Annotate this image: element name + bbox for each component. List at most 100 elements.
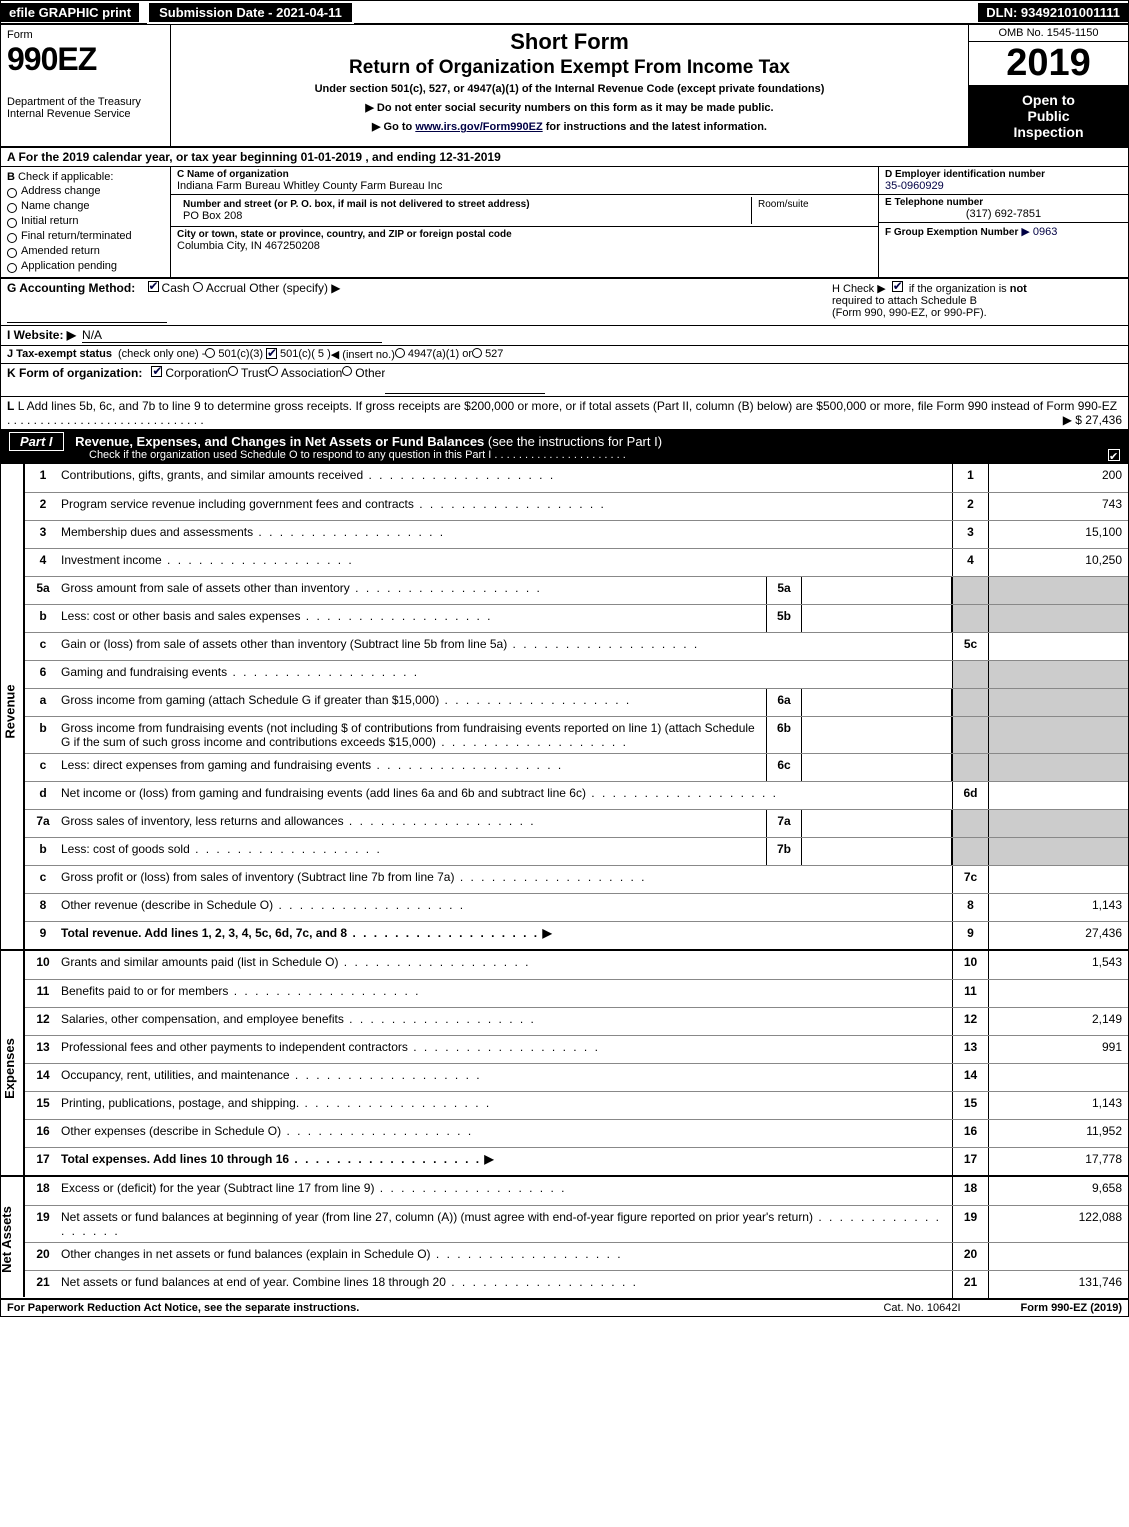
k-corp-checkbox[interactable] bbox=[151, 366, 162, 377]
right-line-value bbox=[988, 1243, 1128, 1270]
checkbox-circle[interactable] bbox=[7, 248, 17, 258]
line-number: 5a bbox=[25, 577, 61, 604]
line-number: b bbox=[25, 717, 61, 753]
form-header: Form 990EZ Department of the Treasury In… bbox=[1, 25, 1128, 148]
k-trust-radio[interactable] bbox=[228, 366, 238, 376]
j-501c3-radio[interactable] bbox=[205, 348, 215, 358]
right-shade bbox=[952, 717, 988, 753]
open1: Open to bbox=[973, 92, 1124, 108]
right-shade-val bbox=[988, 838, 1128, 865]
irs-link[interactable]: www.irs.gov/Form990EZ bbox=[415, 121, 542, 133]
paperwork-notice: For Paperwork Reduction Act Notice, see … bbox=[7, 1302, 359, 1314]
right-line-number: 18 bbox=[952, 1177, 988, 1205]
line-desc: Investment income bbox=[61, 549, 952, 576]
line-number: c bbox=[25, 754, 61, 781]
right-line-value bbox=[988, 866, 1128, 893]
accrual-label: Accrual bbox=[206, 281, 246, 295]
line-number: 9 bbox=[25, 922, 61, 949]
checkbox-circle[interactable] bbox=[7, 188, 17, 198]
line-number: 8 bbox=[25, 894, 61, 921]
line-desc: Less: cost or other basis and sales expe… bbox=[61, 605, 766, 632]
row-i: I Website: ▶ N/A bbox=[1, 326, 1128, 346]
k-other-input[interactable] bbox=[385, 366, 545, 394]
k-trust: Trust bbox=[241, 366, 268, 394]
line-desc: Total expenses. Add lines 10 through 16 bbox=[61, 1148, 952, 1175]
arrow-link-row: ▶ Go to www.irs.gov/Form990EZ for instru… bbox=[179, 120, 960, 133]
h-not: not bbox=[1010, 283, 1027, 295]
line-row: 11Benefits paid to or for members11 bbox=[25, 979, 1128, 1007]
line-row: 6Gaming and fundraising events bbox=[25, 660, 1128, 688]
revenue-section: Revenue 1Contributions, gifts, grants, a… bbox=[1, 464, 1128, 949]
line-row: 3Membership dues and assessments315,100 bbox=[25, 520, 1128, 548]
checkbox-circle[interactable] bbox=[7, 203, 17, 213]
line-desc: Other changes in net assets or fund bala… bbox=[61, 1243, 952, 1270]
right-line-number: 14 bbox=[952, 1064, 988, 1091]
line-row: 10Grants and similar amounts paid (list … bbox=[25, 951, 1128, 979]
other-specify-input[interactable] bbox=[7, 295, 167, 323]
h-checkbox[interactable] bbox=[892, 281, 903, 292]
line-number: 16 bbox=[25, 1120, 61, 1147]
right-line-value: 10,250 bbox=[988, 549, 1128, 576]
right-line-number: 8 bbox=[952, 894, 988, 921]
j-4947-radio[interactable] bbox=[395, 348, 405, 358]
row-a-taxyear: A For the 2019 calendar year, or tax yea… bbox=[1, 148, 1128, 167]
revenue-side-label: Revenue bbox=[1, 464, 25, 964]
line-row: 21Net assets or fund balances at end of … bbox=[25, 1270, 1128, 1298]
right-line-number: 4 bbox=[952, 549, 988, 576]
accrual-radio[interactable] bbox=[193, 282, 203, 292]
mid-line-value bbox=[802, 689, 952, 716]
cash-checkbox[interactable] bbox=[148, 281, 159, 292]
page-footer: For Paperwork Reduction Act Notice, see … bbox=[1, 1298, 1128, 1316]
checkbox-circle[interactable] bbox=[7, 218, 17, 228]
line-row: 1Contributions, gifts, grants, and simil… bbox=[25, 464, 1128, 492]
line-desc: Benefits paid to or for members bbox=[61, 980, 952, 1007]
right-line-value: 17,778 bbox=[988, 1148, 1128, 1175]
right-line-value bbox=[988, 980, 1128, 1007]
checkbox-circle[interactable] bbox=[7, 263, 17, 273]
k-label: K Form of organization: bbox=[7, 366, 142, 394]
k-other-radio[interactable] bbox=[342, 366, 352, 376]
line-desc: Other expenses (describe in Schedule O) bbox=[61, 1120, 952, 1147]
j-527-radio[interactable] bbox=[472, 348, 482, 358]
right-line-value: 15,100 bbox=[988, 521, 1128, 548]
l-text: L Add lines 5b, 6c, and 7b to line 9 to … bbox=[18, 399, 1117, 413]
line-desc: Less: cost of goods sold bbox=[61, 838, 766, 865]
city-cell: City or town, state or province, country… bbox=[171, 227, 878, 254]
line-number: 14 bbox=[25, 1064, 61, 1091]
j-501c-checkbox[interactable] bbox=[266, 348, 277, 359]
right-line-number: 21 bbox=[952, 1271, 988, 1298]
j-o2: 501(c)( 5 ) bbox=[280, 348, 331, 361]
k-other: Other bbox=[355, 366, 385, 394]
mid-line-number: 6b bbox=[766, 717, 802, 753]
part-i-num: Part I bbox=[9, 432, 64, 451]
line-row: 8Other revenue (describe in Schedule O)8… bbox=[25, 893, 1128, 921]
line-row: cGross profit or (loss) from sales of in… bbox=[25, 865, 1128, 893]
schedule-o-checkbox[interactable]: ✔ bbox=[1108, 449, 1120, 461]
line-desc: Excess or (deficit) for the year (Subtra… bbox=[61, 1177, 952, 1205]
col-b-letter: B bbox=[7, 171, 15, 183]
k-assoc-radio[interactable] bbox=[268, 366, 278, 376]
right-line-number: 15 bbox=[952, 1092, 988, 1119]
line-desc: Contributions, gifts, grants, and simila… bbox=[61, 464, 952, 492]
line-desc: Net assets or fund balances at beginning… bbox=[61, 1206, 952, 1242]
right-line-value: 200 bbox=[988, 464, 1128, 492]
under-section: Under section 501(c), 527, or 4947(a)(1)… bbox=[179, 83, 960, 95]
line-desc: Salaries, other compensation, and employ… bbox=[61, 1008, 952, 1035]
right-line-value: 991 bbox=[988, 1036, 1128, 1063]
line-number: c bbox=[25, 866, 61, 893]
mid-line-number: 7b bbox=[766, 838, 802, 865]
line-desc: Professional fees and other payments to … bbox=[61, 1036, 952, 1063]
part-i-checknote: Check if the organization used Schedule … bbox=[89, 449, 1120, 461]
g-label: G Accounting Method: bbox=[7, 281, 135, 295]
col-c: C Name of organization Indiana Farm Bure… bbox=[171, 167, 878, 277]
checkbox-circle[interactable] bbox=[7, 233, 17, 243]
ein-value: 35-0960929 bbox=[885, 180, 1122, 192]
mid-line-number: 7a bbox=[766, 810, 802, 837]
line-row: 18Excess or (deficit) for the year (Subt… bbox=[25, 1177, 1128, 1205]
line-row: 15Printing, publications, postage, and s… bbox=[25, 1091, 1128, 1119]
j-o3: 4947(a)(1) or bbox=[408, 348, 472, 361]
other-label: Other (specify) ▶ bbox=[249, 281, 340, 295]
right-shade bbox=[952, 577, 988, 604]
ein-label: D Employer identification number bbox=[885, 169, 1122, 180]
efile-label[interactable]: efile GRAPHIC print bbox=[1, 3, 139, 22]
